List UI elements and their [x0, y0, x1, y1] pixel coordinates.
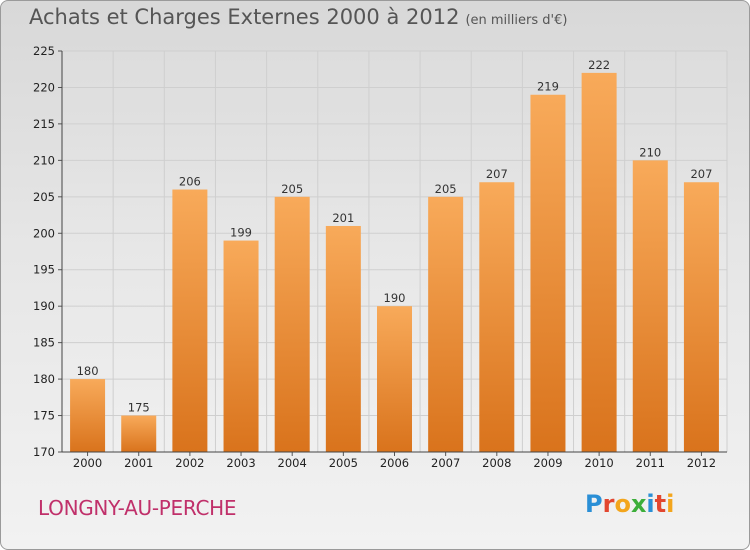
location-name: LONGNY-AU-PERCHE	[38, 496, 237, 520]
bar	[581, 72, 617, 452]
value-label: 206	[179, 175, 201, 189]
bar	[223, 240, 259, 452]
labels: 180 2000 175 2001 206 2002 199 2003 205 2004 201 20…	[73, 58, 716, 470]
x-tick-label: 2010	[584, 456, 613, 470]
value-label: 222	[588, 58, 610, 72]
y-tick-label: 175	[33, 409, 55, 423]
x-tick-label: 2002	[175, 456, 204, 470]
x-tick-label: 2009	[533, 456, 562, 470]
y-tick-label: 225	[33, 44, 55, 58]
logo-letter: P	[585, 490, 603, 518]
value-label: 205	[281, 182, 303, 196]
chart-title-text: Achats et Charges Externes 2000 à 2012	[29, 5, 460, 29]
bar-chart: 170 175 180 185 190 195 200 205 210 215 220 225 180…	[33, 44, 728, 470]
bar	[377, 306, 412, 452]
bar	[70, 379, 106, 452]
bar	[121, 415, 157, 452]
axes: 170 175 180 185 190 195 200 205 210 215 220 225	[33, 44, 727, 459]
value-label: 210	[639, 145, 661, 159]
chart-title: Achats et Charges Externes 2000 à 2012 (e…	[29, 5, 567, 29]
value-label: 175	[128, 401, 150, 415]
y-tick-label: 210	[33, 153, 55, 167]
y-tick-label: 200	[33, 226, 55, 240]
bar	[325, 225, 361, 452]
value-label: 180	[77, 364, 99, 378]
y-tick-label: 195	[33, 263, 55, 277]
chart-subtitle: (en milliers d'€)	[465, 13, 568, 28]
logo-letter: i	[666, 490, 675, 518]
y-tick-label: 170	[33, 445, 55, 459]
bar	[479, 182, 515, 452]
y-tick-label: 220	[33, 80, 55, 94]
bars	[70, 72, 719, 452]
bar	[172, 189, 208, 452]
bar	[530, 94, 566, 452]
x-tick-label: 2004	[278, 456, 307, 470]
y-tick-label: 190	[33, 299, 55, 313]
value-label: 205	[435, 182, 457, 196]
x-tick-label: 2007	[431, 456, 460, 470]
proxiti-logo: Proxiti	[585, 490, 674, 518]
x-tick-label: 2011	[636, 456, 665, 470]
value-label: 201	[332, 211, 354, 225]
logo-letter: i	[646, 490, 655, 518]
x-tick-label: 2003	[226, 456, 255, 470]
value-label: 219	[537, 80, 559, 94]
x-tick-label: 2001	[124, 456, 153, 470]
x-tick-label: 2000	[73, 456, 102, 470]
value-label: 199	[230, 226, 252, 240]
y-tick-label: 180	[33, 372, 55, 386]
y-tick-label: 185	[33, 336, 55, 350]
bar	[632, 160, 668, 452]
logo-letter: r	[602, 490, 615, 518]
x-tick-label: 2006	[380, 456, 409, 470]
logo-letter: t	[654, 490, 667, 518]
value-label: 207	[486, 167, 508, 181]
bar	[683, 182, 719, 452]
y-tick-label: 215	[33, 117, 55, 131]
x-tick-label: 2012	[687, 456, 716, 470]
bar	[428, 196, 464, 452]
logo-letter: o	[614, 490, 631, 518]
x-tick-label: 2005	[329, 456, 358, 470]
value-label: 207	[690, 167, 712, 181]
bar	[274, 196, 310, 452]
value-label: 190	[384, 291, 406, 305]
y-tick-label: 205	[33, 190, 55, 204]
logo-letter: x	[630, 490, 647, 518]
x-tick-label: 2008	[482, 456, 511, 470]
